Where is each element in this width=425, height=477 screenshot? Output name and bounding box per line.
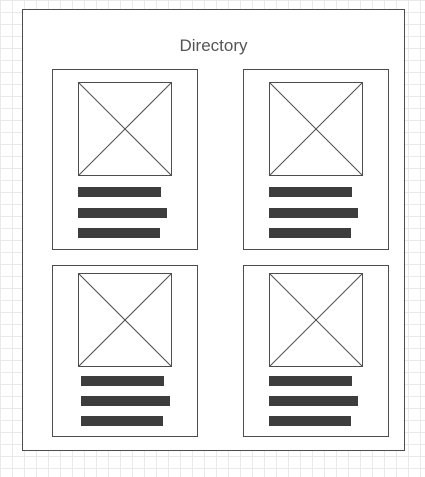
text-line	[81, 376, 164, 386]
text-line	[269, 396, 358, 406]
text-line	[81, 416, 163, 426]
text-line	[269, 208, 358, 218]
text-line	[269, 187, 352, 197]
text-line	[81, 396, 170, 406]
text-line	[78, 208, 167, 218]
directory-card[interactable]	[243, 69, 389, 250]
page-title: Directory	[179, 36, 248, 55]
image-placeholder-icon	[269, 82, 363, 176]
directory-card[interactable]	[52, 265, 198, 437]
directory-card[interactable]	[243, 265, 389, 437]
image-placeholder-icon	[269, 273, 363, 367]
text-line	[269, 228, 351, 238]
text-line	[269, 416, 351, 426]
directory-card[interactable]	[52, 69, 198, 250]
image-placeholder-icon	[78, 273, 172, 367]
image-placeholder-icon	[78, 82, 172, 176]
directory-frame: Directory	[22, 9, 405, 451]
text-line	[78, 187, 161, 197]
text-line	[78, 228, 160, 238]
text-line	[269, 376, 352, 386]
